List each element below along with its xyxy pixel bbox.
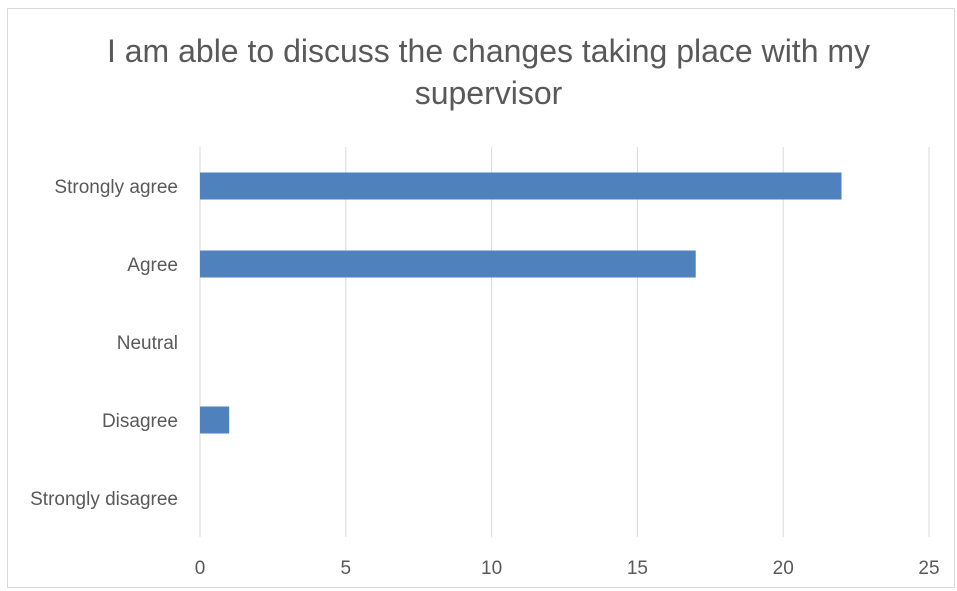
category-label: Neutral — [117, 333, 178, 354]
category-labels: Strongly agree Agree Neutral Disagree Strong… — [30, 177, 178, 510]
category-label: Strongly disagree — [30, 489, 178, 510]
category-label: Agree — [127, 255, 178, 276]
gridlines — [199, 147, 930, 537]
category-label: Disagree — [102, 411, 178, 432]
x-axis-labels: 0 5 10 15 20 25 — [195, 558, 940, 579]
x-tick-label: 10 — [481, 558, 502, 579]
chart-title: I am able to discuss the changes taking … — [106, 33, 871, 111]
chart-frame — [7, 8, 955, 588]
x-tick-label: 25 — [918, 558, 939, 579]
x-tick-label: 5 — [341, 558, 352, 579]
bar-disagree — [200, 406, 230, 434]
x-tick-label: 0 — [195, 558, 206, 579]
category-label: Strongly agree — [54, 177, 178, 198]
bar-strongly-agree — [200, 172, 842, 200]
x-tick-label: 20 — [773, 558, 794, 579]
bar-agree — [200, 250, 696, 278]
bars — [200, 172, 842, 434]
x-tick-label: 15 — [627, 558, 648, 579]
